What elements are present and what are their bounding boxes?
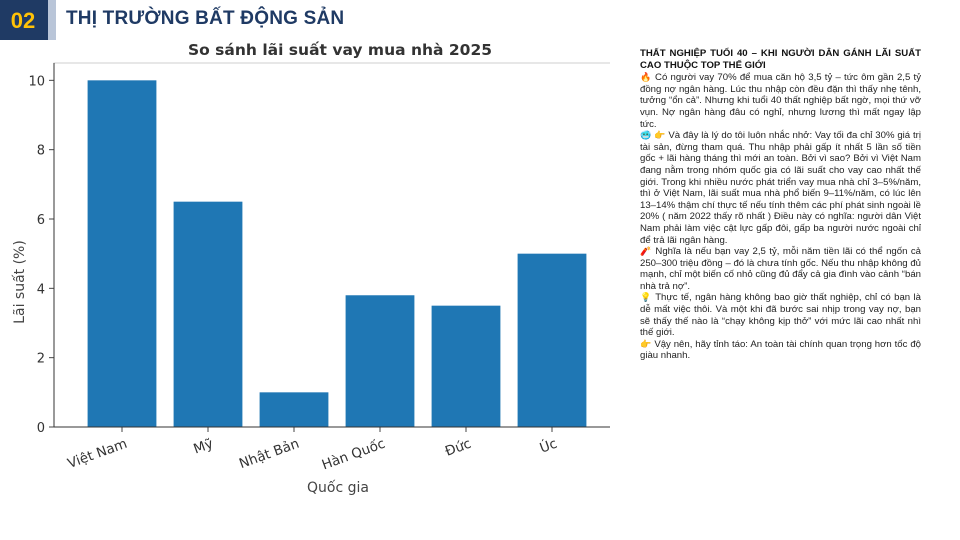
bar-0 bbox=[87, 80, 157, 428]
section-number: 02 bbox=[10, 8, 36, 33]
y-axis-label: Lãi suất (%) bbox=[12, 240, 28, 324]
badge-shadow bbox=[48, 0, 56, 40]
x-tick-label: Việt Nam bbox=[66, 436, 130, 472]
pointing-hand-icon: 👉 bbox=[640, 338, 652, 349]
article-paragraph: 🔥 Có người vay 70% để mua căn hộ 3,5 tỷ … bbox=[640, 72, 921, 130]
paragraph-text: Thực tế, ngân hàng không bao giờ thất ng… bbox=[640, 292, 921, 339]
x-tick-label: Úc bbox=[537, 434, 559, 457]
x-tick-label: Hàn Quốc bbox=[319, 435, 387, 474]
lightbulb-icon: 💡 bbox=[640, 292, 652, 303]
x-tick-label: Nhật Bản bbox=[237, 436, 301, 472]
y-tick-label: 0 bbox=[37, 421, 45, 436]
paragraph-text: Và đây là lý do tôi luôn nhắc nhở: Vay t… bbox=[640, 130, 921, 246]
y-tick-label: 10 bbox=[28, 74, 45, 89]
article-paragraph: 👉 Vậy nên, hãy tỉnh táo: An toàn tài chí… bbox=[640, 339, 921, 362]
section-badge: 02 bbox=[0, 0, 48, 40]
article-panel: THẤT NGHIỆP TUỔI 40 – KHI NGƯỜI DÂN GÁNH… bbox=[640, 48, 921, 362]
article-paragraph: 💡 Thực tế, ngân hàng không bao giờ thất … bbox=[640, 292, 921, 338]
y-tick-label: 8 bbox=[37, 144, 45, 159]
bar-1 bbox=[173, 201, 243, 427]
paragraph-text: Vậy nên, hãy tỉnh táo: An toàn tài chính… bbox=[640, 338, 921, 362]
y-tick-label: 4 bbox=[37, 282, 45, 297]
bar-4 bbox=[431, 305, 501, 427]
cold-face-pointing-icon: 🥶 👉 bbox=[640, 130, 666, 141]
bar-5 bbox=[517, 253, 587, 427]
paragraph-text: Nghĩa là nếu bạn vay 2,5 tỷ, mỗi năm tiề… bbox=[640, 246, 921, 292]
article-paragraph: 🥶 👉 Và đây là lý do tôi luôn nhắc nhở: V… bbox=[640, 130, 921, 246]
fire-icon: 🔥 bbox=[640, 72, 652, 83]
x-axis-label: Quốc gia bbox=[307, 479, 369, 496]
interest-rate-bar-chart: So sánh lãi suất vay mua nhà 2025 Lãi su… bbox=[12, 41, 610, 496]
x-tick-label: Mỹ bbox=[191, 436, 215, 458]
article-heading: THẤT NGHIỆP TUỔI 40 – KHI NGƯỜI DÂN GÁNH… bbox=[640, 48, 921, 71]
y-tick-label: 6 bbox=[37, 213, 45, 228]
chart-title: So sánh lãi suất vay mua nhà 2025 bbox=[188, 41, 492, 59]
firecracker-icon: 🧨 bbox=[640, 246, 652, 257]
page-title: THỊ TRƯỜNG BẤT ĐỘNG SẢN bbox=[66, 8, 345, 29]
bar-3 bbox=[345, 295, 415, 427]
article-paragraph: 🧨 Nghĩa là nếu bạn vay 2,5 tỷ, mỗi năm t… bbox=[640, 246, 921, 292]
x-tick-label: Đức bbox=[443, 436, 473, 460]
bar-2 bbox=[259, 392, 329, 427]
plot-area: 0 2 4 6 8 10 Việt Nam Mỹ Nhật Bản Hàn Quốc Đức Úc bbox=[28, 62, 610, 474]
paragraph-text: Có người vay 70% để mua căn hộ 3,5 tỷ – … bbox=[640, 72, 921, 130]
y-tick-label: 2 bbox=[37, 352, 45, 367]
